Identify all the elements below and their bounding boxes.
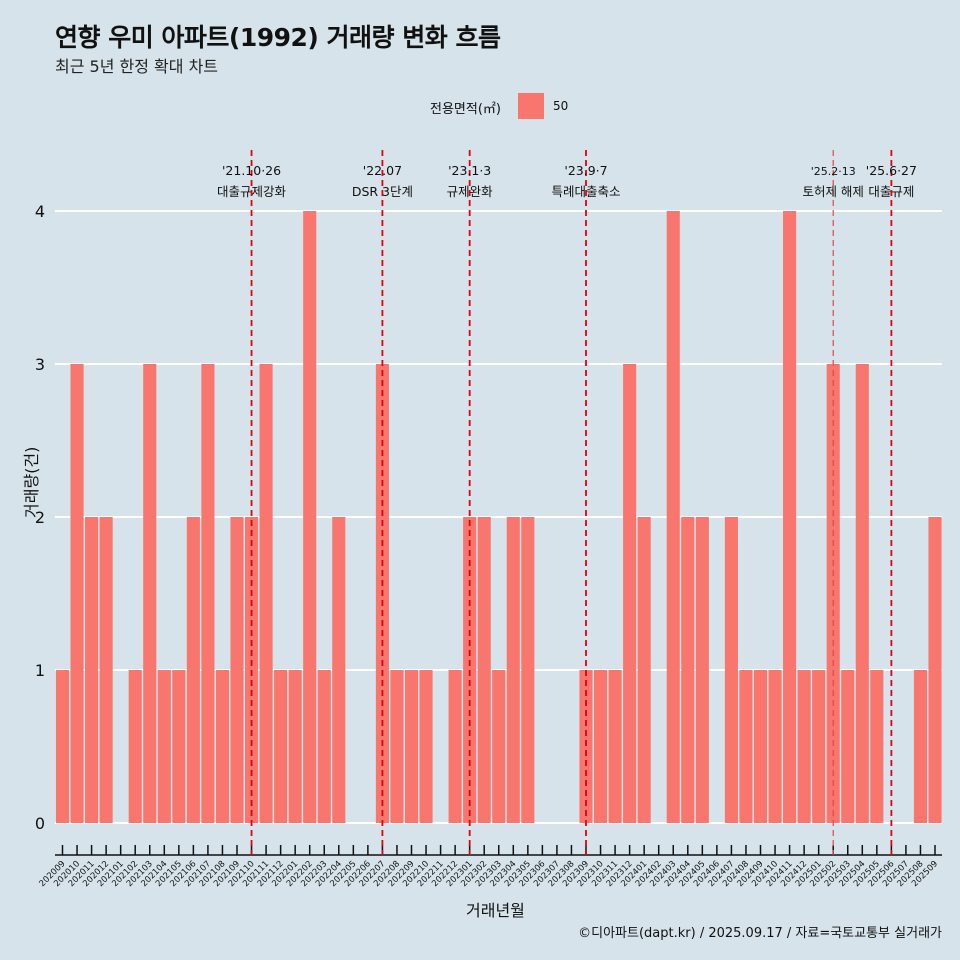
bar-202407 (724, 517, 738, 823)
bar-202504 (855, 364, 869, 823)
bar-202111 (259, 364, 273, 823)
bar-202303 (492, 670, 506, 823)
legend-label: 50 (553, 99, 569, 113)
bar-202404 (681, 517, 695, 823)
event-label: 규제완화 (447, 184, 494, 199)
event-label: 대출규제강화 (217, 184, 287, 199)
bar-202508 (913, 670, 928, 823)
x-axis-label: 거래년월 (466, 901, 525, 920)
bar-202202 (303, 211, 317, 823)
bar-202104 (157, 670, 171, 823)
y-tick-label: 1 (35, 661, 45, 680)
bar-202102 (128, 670, 142, 823)
bar-202309 (579, 670, 593, 823)
bar-202403 (666, 211, 680, 823)
event-date-label: '25.2·13 (811, 165, 856, 178)
bar-202010 (70, 364, 84, 823)
event-date-label: '22.07 (363, 163, 402, 178)
bar-202208 (390, 670, 404, 823)
bar-202012 (99, 517, 113, 823)
bar-202209 (404, 670, 419, 823)
legend-color-key (518, 93, 544, 119)
bar-202105 (172, 670, 186, 823)
bar-202311 (608, 670, 622, 823)
y-tick-label: 3 (35, 355, 45, 374)
bar-202011 (85, 517, 99, 823)
bar-202401 (637, 517, 651, 823)
event-label: 특례대출축소 (551, 184, 620, 199)
event-date-label: '25.6·27 (866, 163, 917, 178)
bar-202108 (215, 670, 230, 823)
bar-202408 (739, 670, 753, 823)
bar-202312 (623, 364, 637, 823)
y-tick-label: 2 (35, 508, 45, 527)
bar-202304 (506, 517, 520, 823)
bar-202106 (186, 517, 200, 823)
bar-202410 (768, 670, 782, 823)
bar-202411 (783, 211, 797, 823)
bar-202310 (593, 670, 608, 823)
bar-202009 (55, 670, 70, 823)
event-label: 대출규제 (868, 184, 914, 199)
bar-202505 (870, 670, 884, 823)
bar-202203 (317, 670, 331, 823)
bar-202405 (695, 517, 709, 823)
event-date-label: '23.1·3 (448, 163, 491, 178)
bar-202204 (332, 517, 346, 823)
bar-202302 (477, 517, 491, 823)
legend-title: 전용면적(㎡) (430, 102, 501, 117)
event-date-label: '23.9·7 (564, 163, 607, 178)
bar-202503 (841, 670, 855, 823)
bar-202112 (274, 670, 288, 823)
legend: 전용면적(㎡) 50 (0, 93, 960, 121)
bar-202103 (143, 364, 157, 823)
y-tick-label: 0 (35, 814, 45, 833)
bar-202305 (521, 517, 535, 823)
event-label: 토허제 해제 (802, 184, 863, 199)
y-axis-label: 거래량(건) (22, 446, 41, 518)
bar-202212 (448, 670, 462, 823)
bar-202109 (230, 517, 244, 823)
chart-title: 연향 우미 아파트(1992) 거래량 변화 흐름 (55, 23, 501, 52)
event-date-label: '21.10·26 (222, 163, 281, 178)
bar-202412 (797, 670, 811, 823)
y-tick-label: 4 (35, 202, 45, 221)
bar-202107 (201, 364, 215, 823)
bar-202509 (928, 517, 942, 823)
bar-202409 (753, 670, 768, 823)
bar-202201 (288, 670, 302, 823)
source-caption: ©디아파트(dapt.kr) / 2025.09.17 / 자료=국토교통부 실… (578, 926, 942, 941)
chart-subtitle: 최근 5년 한정 확대 차트 (55, 57, 219, 76)
bar-202210 (419, 670, 433, 823)
event-label: DSR 3단계 (352, 184, 413, 199)
bar-202501 (812, 670, 826, 823)
